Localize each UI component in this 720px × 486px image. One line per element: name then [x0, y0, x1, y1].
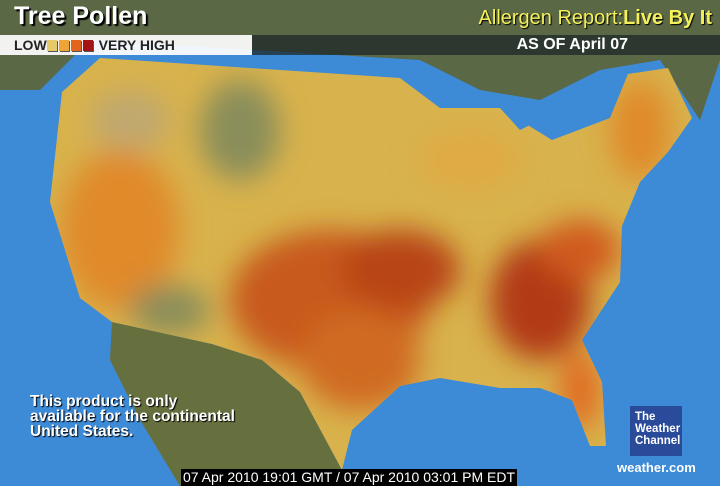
info-bar: [252, 35, 720, 55]
note-line: United States.: [30, 423, 134, 440]
site-url: weather.com: [617, 460, 696, 475]
timestamp: 07 Apr 2010 19:01 GMT / 07 Apr 2010 03:0…: [181, 469, 517, 486]
legend-high-label: VERY HIGH: [98, 37, 175, 53]
canada: [0, 0, 720, 120]
brand-slogan: Live By It: [623, 7, 712, 29]
as-of-date: AS OF April 07: [516, 36, 628, 53]
legend: LOW VERY HIGH: [0, 35, 252, 55]
brand-prefix: Allergen Report:: [478, 7, 624, 29]
logo-line: Weather: [635, 423, 681, 435]
legend-low-label: LOW: [14, 37, 47, 53]
logo-line: The: [635, 411, 656, 423]
legend-swatch-high: [70, 39, 81, 51]
map-title: Tree Pollen: [14, 2, 148, 30]
note-line: This product is only: [30, 393, 178, 410]
brand-tagline: Allergen Report:Live By It: [479, 7, 712, 30]
coverage-note: This product is only available for the c…: [30, 393, 235, 440]
great-lakes: [500, 100, 575, 140]
legend-swatch-low: [46, 39, 57, 51]
legend-swatch-very-high: [82, 39, 93, 51]
weather-channel-logo: The Weather Channel: [630, 406, 682, 456]
note-line: available for the continental: [30, 408, 235, 425]
mexico: [110, 322, 342, 486]
logo-line: Channel: [635, 435, 681, 447]
legend-swatch-moderate: [58, 39, 69, 51]
